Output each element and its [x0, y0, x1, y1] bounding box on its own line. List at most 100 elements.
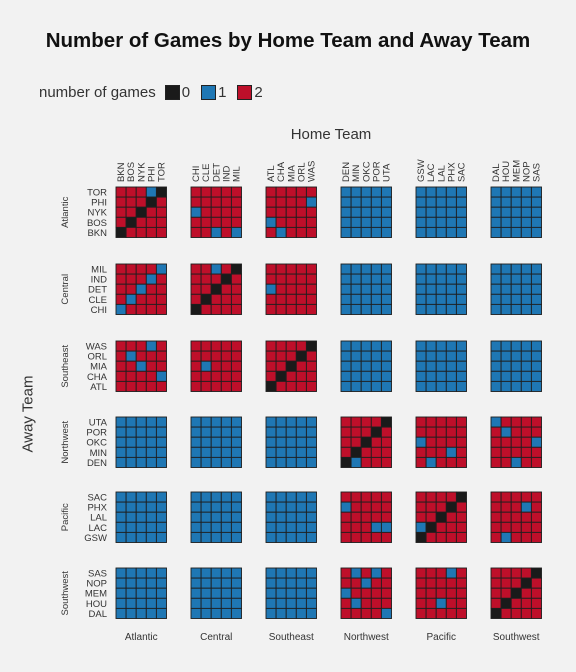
heatmap-cell — [350, 456, 362, 468]
heatmap-cell — [520, 491, 532, 503]
heatmap-cell — [340, 303, 352, 315]
heatmap-cell — [220, 511, 232, 523]
x-axis-title: Home Team — [290, 126, 372, 143]
heatmap-cell — [350, 273, 362, 285]
heatmap-cell — [220, 491, 232, 503]
heatmap-cell — [500, 456, 512, 468]
heatmap-cell — [155, 597, 167, 609]
heatmap-cell — [210, 226, 222, 238]
heatmap-cell — [275, 216, 287, 228]
heatmap-cell — [305, 350, 317, 362]
heatmap-cell — [210, 273, 222, 285]
heatmap-cell — [340, 446, 352, 458]
heatmap-cell — [190, 303, 202, 315]
heatmap-cell — [295, 206, 307, 218]
heatmap-cell — [490, 511, 502, 523]
heatmap-cell — [530, 426, 542, 438]
heatmap-cell — [295, 350, 307, 362]
heatmap-cell — [135, 456, 147, 468]
heatmap-cell — [445, 577, 457, 589]
heatmap-cell — [490, 436, 502, 448]
heatmap-cell — [520, 577, 532, 589]
heatmap-cell — [265, 216, 277, 228]
heatmap-cell — [275, 206, 287, 218]
heatmap-cell — [415, 226, 427, 238]
heatmap-cell — [145, 340, 157, 352]
heatmap-cell — [125, 577, 137, 589]
heatmap-cell — [230, 577, 242, 589]
heatmap-cell — [435, 501, 447, 513]
heatmap-cell — [500, 521, 512, 533]
heatmap-cell — [350, 416, 362, 428]
heatmap-cell — [145, 360, 157, 372]
heatmap-cell — [425, 216, 437, 228]
heatmap-cell — [275, 303, 287, 315]
y-tick-label: BKN — [87, 228, 107, 239]
y-tick-label: MEM — [85, 589, 107, 600]
heatmap-cell — [190, 370, 202, 382]
heatmap-cell — [350, 567, 362, 579]
heatmap-cell — [415, 567, 427, 579]
heatmap-cell — [295, 491, 307, 503]
heatmap-cell — [520, 607, 532, 619]
heatmap-cell — [145, 426, 157, 438]
heatmap-cell — [210, 293, 222, 305]
heatmap-cell — [340, 340, 352, 352]
heatmap-cell — [425, 607, 437, 619]
heatmap-cell — [145, 196, 157, 208]
heatmap-cell — [295, 607, 307, 619]
heatmap-cell — [435, 531, 447, 543]
heatmap-cell — [145, 577, 157, 589]
heatmap-cell — [230, 206, 242, 218]
heatmap-cell — [145, 587, 157, 599]
heatmap-cell — [220, 607, 232, 619]
heatmap-cell — [275, 501, 287, 513]
heatmap-cell — [510, 577, 522, 589]
heatmap-cell — [380, 340, 392, 352]
heatmap-cell — [360, 196, 372, 208]
row-facet-label: Southeast — [60, 345, 71, 388]
heatmap-cell — [155, 216, 167, 228]
heatmap-cell — [380, 216, 392, 228]
heatmap-cell — [305, 501, 317, 513]
heatmap-cell — [380, 226, 392, 238]
heatmap-cell — [500, 360, 512, 372]
heatmap-cell — [285, 597, 297, 609]
heatmap-cell — [520, 370, 532, 382]
heatmap-cell — [155, 303, 167, 315]
heatmap-cell — [370, 577, 382, 589]
heatmap-cell — [220, 370, 232, 382]
heatmap-cell — [445, 186, 457, 198]
heatmap-cell — [370, 186, 382, 198]
heatmap-cell — [445, 196, 457, 208]
legend-label-1: 1 — [218, 83, 227, 101]
x-tick-label: CHA — [276, 161, 287, 182]
heatmap-cell — [115, 436, 127, 448]
heatmap-cell — [425, 436, 437, 448]
heatmap-cell — [135, 587, 147, 599]
heatmap-cell — [380, 426, 392, 438]
x-tick-label: DEN — [341, 162, 352, 182]
heatmap-cell — [210, 436, 222, 448]
heatmap-cell — [370, 607, 382, 619]
heatmap-cell — [115, 577, 127, 589]
heatmap-cell — [135, 263, 147, 275]
y-tick-label: NYK — [87, 208, 107, 219]
heatmap-cell — [145, 273, 157, 285]
heatmap-cell — [360, 491, 372, 503]
heatmap-cell — [360, 283, 372, 295]
heatmap-cell — [275, 186, 287, 198]
heatmap-cell — [200, 511, 212, 523]
heatmap-cell — [145, 350, 157, 362]
heatmap-cell — [145, 380, 157, 392]
heatmap-cell — [265, 501, 277, 513]
heatmap-cell — [275, 597, 287, 609]
y-tick-label: ORL — [87, 352, 107, 363]
heatmap-cell — [360, 186, 372, 198]
heatmap-cell — [220, 360, 232, 372]
heatmap-cell — [350, 293, 362, 305]
heatmap-cell — [125, 456, 137, 468]
heatmap-cell — [145, 436, 157, 448]
heatmap-cell — [340, 436, 352, 448]
